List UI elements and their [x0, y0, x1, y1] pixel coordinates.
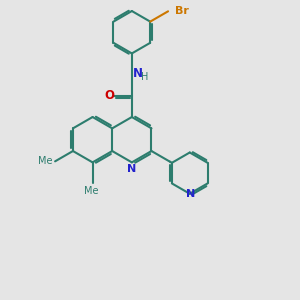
Text: N: N [186, 189, 195, 199]
Text: Me: Me [38, 156, 53, 166]
Text: N: N [133, 67, 143, 80]
Text: N: N [127, 164, 136, 174]
Text: O: O [104, 89, 114, 102]
Text: Br: Br [175, 6, 188, 16]
Text: Me: Me [84, 186, 98, 196]
Text: H: H [140, 72, 148, 82]
